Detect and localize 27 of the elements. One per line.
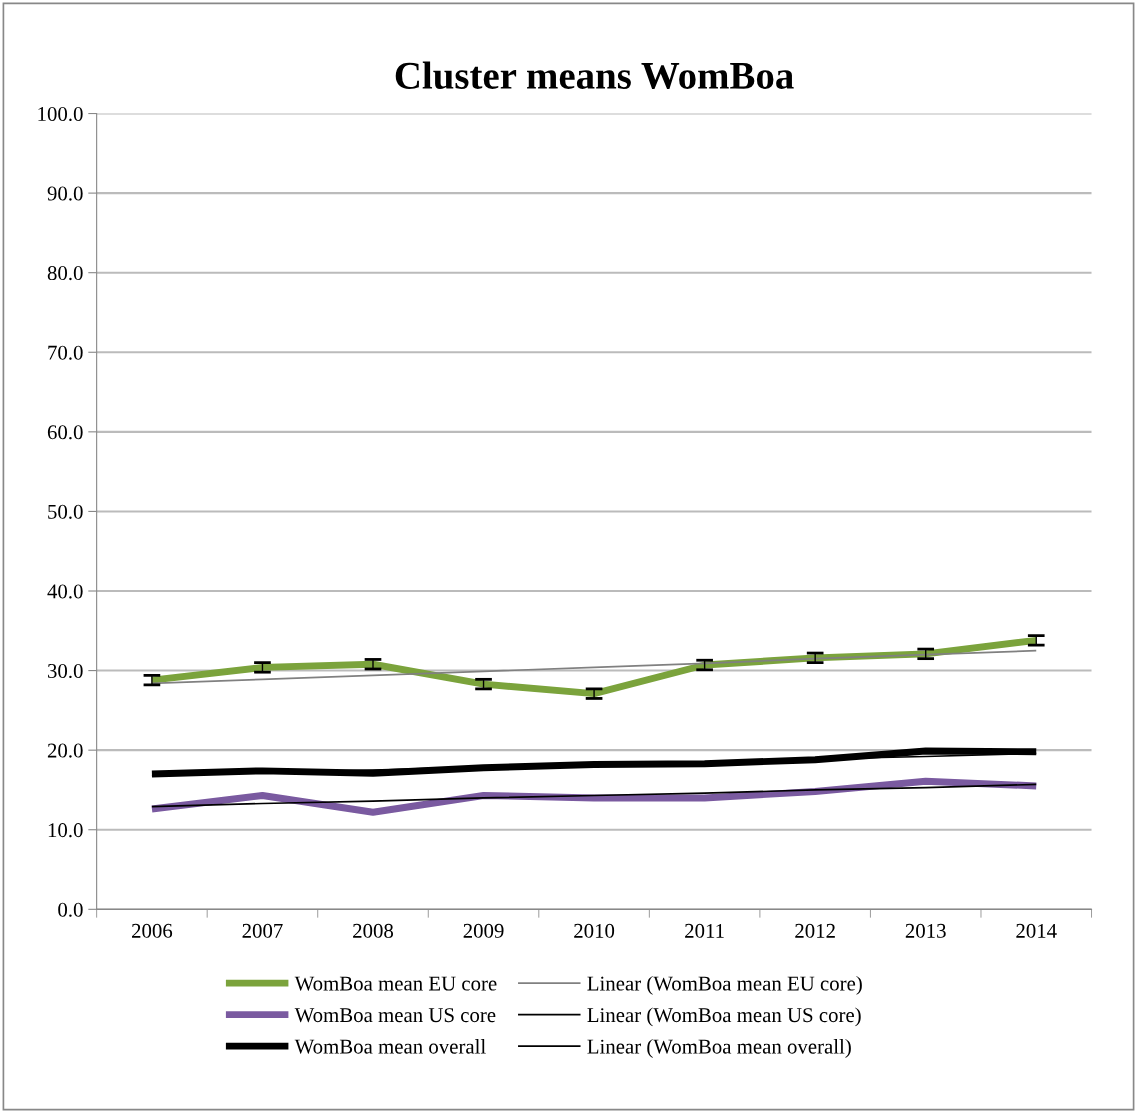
y-tick-label: 0.0: [58, 902, 83, 917]
x-tick-label: 2011: [685, 923, 724, 938]
y-tick-label: 80.0: [47, 266, 83, 281]
x-tick-label: 2009: [463, 923, 504, 938]
y-tick-label: 10.0: [48, 823, 83, 838]
legend-label: Linear (WomBoa mean EU core): [587, 975, 862, 995]
x-tick-label: 2008: [353, 923, 394, 938]
legend-label: Linear (WomBoa mean US core): [587, 1007, 861, 1027]
y-tick-label: 70.0: [48, 345, 83, 360]
chart-title: Cluster means WomBoa: [395, 61, 794, 90]
x-tick-label: 2013: [905, 923, 946, 938]
y-tick-label: 60.0: [47, 425, 83, 440]
y-tick-label: 30.0: [47, 663, 83, 679]
x-tick-label: 2006: [132, 923, 173, 938]
x-tick-label: 2012: [795, 923, 835, 938]
y-tick-label: 100.0: [38, 106, 83, 122]
x-tick-label: 2010: [574, 923, 615, 938]
y-tick-label: 20.0: [47, 743, 83, 758]
y-tick-label: 50.0: [48, 504, 83, 519]
y-tick-label: 90.0: [47, 186, 83, 201]
x-tick-label: 2007: [242, 923, 283, 938]
legend-label: WomBoa mean US core: [294, 1008, 496, 1023]
x-tick-label: 2014: [1016, 923, 1057, 938]
legend-label: WomBoa mean overall: [294, 1038, 486, 1054]
legend-label: WomBoa mean EU core: [294, 976, 497, 991]
legend-label: Linear (WomBoa mean overall): [587, 1038, 851, 1058]
y-tick-label: 40.0: [47, 584, 83, 599]
